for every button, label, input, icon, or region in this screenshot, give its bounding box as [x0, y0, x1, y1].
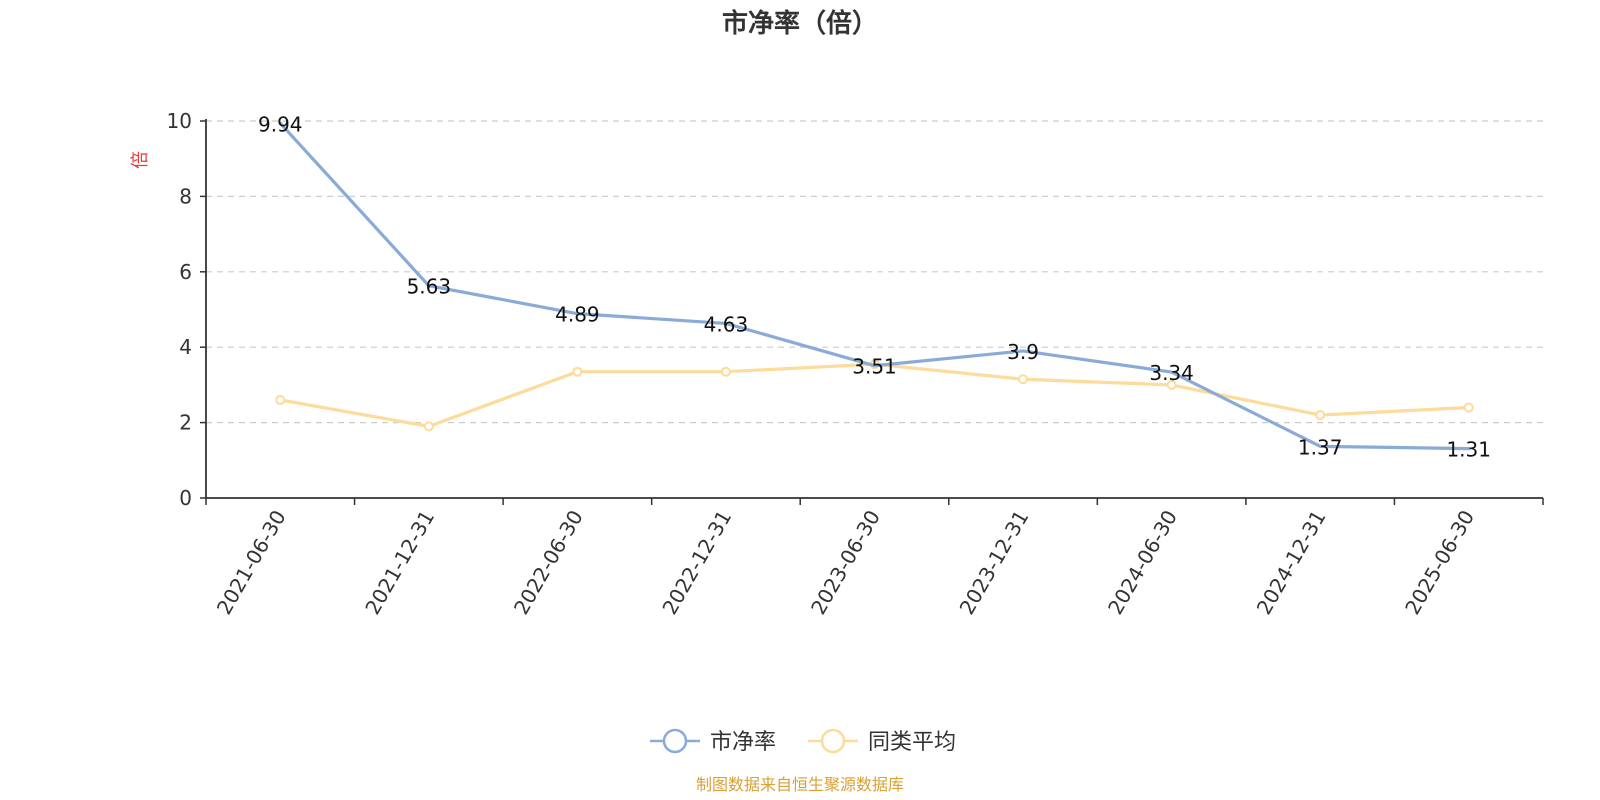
- x-tick-label: 2025-06-30: [1400, 506, 1479, 619]
- peer-average-point: [1166, 379, 1177, 390]
- legend-swatch-marker: [820, 728, 846, 754]
- y-tick-label: 8: [179, 184, 192, 208]
- series-line-pb-ratio: [278, 121, 1471, 451]
- peer-average-point: [572, 366, 583, 377]
- y-tick-label: 4: [179, 335, 192, 359]
- y-axis-label: 倍: [130, 151, 151, 169]
- data-label: 4.89: [555, 303, 600, 327]
- data-label: 9.94: [258, 112, 303, 136]
- source-note: 制图数据来自恒生聚源数据库: [696, 775, 904, 794]
- legend: 市净率 同类平均: [650, 728, 956, 755]
- data-label: 4.63: [704, 312, 749, 336]
- x-tick-label: 2023-12-31: [955, 506, 1034, 619]
- x-tick-label: 2021-06-30: [212, 506, 291, 619]
- legend-label: 同类平均: [868, 730, 956, 755]
- data-label: 3.34: [1149, 361, 1194, 385]
- y-tick-label: 10: [167, 109, 192, 133]
- x-axis: 2021-06-30 2021-12-31 2022-06-30 2022-12-31…: [205, 497, 1544, 619]
- legend-item-peer-average[interactable]: 同类平均: [808, 728, 956, 755]
- legend-item-pb-ratio[interactable]: 市净率: [650, 728, 776, 755]
- peer-average-point: [423, 421, 434, 432]
- x-tick-label: 2024-06-30: [1103, 506, 1182, 619]
- legend-label: 市净率: [710, 730, 776, 755]
- x-tick-label: 2022-12-31: [657, 506, 736, 619]
- peer-average-point: [1463, 402, 1474, 413]
- data-label: 5.63: [407, 275, 452, 299]
- y-tick-label: 0: [179, 486, 192, 510]
- y-tick-label: 6: [179, 260, 192, 284]
- legend-swatch-marker: [662, 728, 688, 754]
- data-label: 3.51: [852, 355, 897, 379]
- x-tick-label: 2023-06-30: [806, 506, 885, 619]
- series-layer: [275, 121, 1474, 451]
- x-tick-label: 2022-06-30: [509, 506, 588, 619]
- data-label: 1.31: [1446, 438, 1491, 462]
- peer-average-point: [1018, 374, 1029, 385]
- peer-average-point: [275, 394, 286, 405]
- data-label: 3.9: [1007, 340, 1039, 364]
- data-labels: 9.94 5.63 4.89 4.63 3.51 3.9 3.34 1.37 1.31: [258, 112, 1491, 461]
- data-label: 1.37: [1298, 435, 1343, 459]
- peer-average-point: [1315, 410, 1326, 421]
- x-tick-label: 2024-12-31: [1252, 506, 1331, 619]
- x-tick-label: 2021-12-31: [360, 506, 439, 619]
- y-tick-label: 2: [179, 411, 192, 435]
- chart-title: 市净率（倍）: [722, 8, 878, 39]
- y-axis: 0 2 4 6 8 10: [167, 109, 207, 510]
- peer-average-point: [720, 366, 731, 377]
